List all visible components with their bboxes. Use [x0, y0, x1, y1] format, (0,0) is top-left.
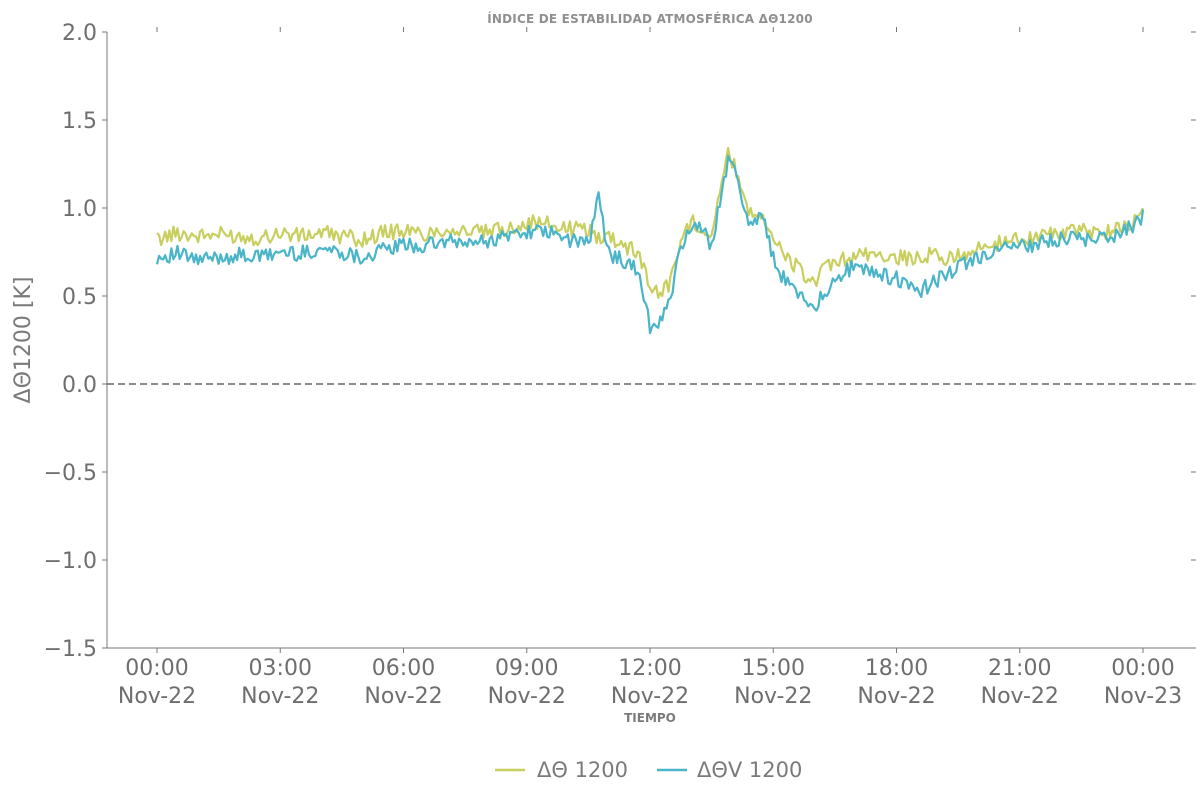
x-tick-label-date: Nov-22	[241, 684, 319, 709]
x-tick-label-date: Nov-22	[611, 684, 689, 709]
chart-title: ÍNDICE DE ESTABILIDAD ATMOSFÉRICA ΔΘ1200	[487, 11, 813, 26]
x-tick-label-time: 06:00	[372, 656, 435, 681]
series-layer	[155, 146, 1145, 335]
y-tick-label: −1.0	[44, 549, 97, 574]
x-tick-label-time: 12:00	[618, 656, 681, 681]
series-line-1	[155, 154, 1145, 335]
x-tick-label-date: Nov-22	[734, 684, 812, 709]
x-tick-label-time: 15:00	[742, 656, 805, 681]
x-tick-label-date: Nov-22	[488, 684, 566, 709]
y-tick-label: 1.0	[62, 197, 97, 222]
x-tick-label-time: 00:00	[125, 656, 188, 681]
x-tick-label-time: 18:00	[865, 656, 928, 681]
x-tick-label-date: Nov-23	[1104, 684, 1182, 709]
y-tick-label: −0.5	[44, 461, 97, 486]
legend: ΔΘ 1200 ΔΘV 1200	[495, 758, 802, 782]
y-tick-label: 0.5	[62, 285, 97, 310]
legend-label: ΔΘV 1200	[697, 758, 802, 782]
axes: −1.5 −1.0 −0.5 0.0 0.5 1.0 1.5 2.0 00:00 Nov-22 03…	[44, 21, 1196, 709]
x-tick-label-date: Nov-22	[981, 684, 1059, 709]
y-tick-label: 1.5	[62, 109, 97, 134]
x-tick-label-date: Nov-22	[118, 684, 196, 709]
x-tick-label-date: Nov-22	[857, 684, 935, 709]
x-tick-label-date: Nov-22	[364, 684, 442, 709]
x-tick-label-time: 03:00	[249, 656, 312, 681]
series-line-0	[156, 146, 1144, 299]
y-tick-label: −1.5	[44, 637, 97, 662]
y-tick-label: 0.0	[62, 373, 97, 398]
x-tick-label-time: 09:00	[495, 656, 558, 681]
x-axis-title: TIEMPO	[624, 711, 676, 725]
y-axis-title: ΔΘ1200 [K]	[11, 277, 36, 404]
y-tick-label: 2.0	[62, 21, 97, 46]
x-tick-label-time: 00:00	[1111, 656, 1174, 681]
x-tick-label-time: 21:00	[988, 656, 1051, 681]
legend-label: ΔΘ 1200	[537, 758, 628, 782]
